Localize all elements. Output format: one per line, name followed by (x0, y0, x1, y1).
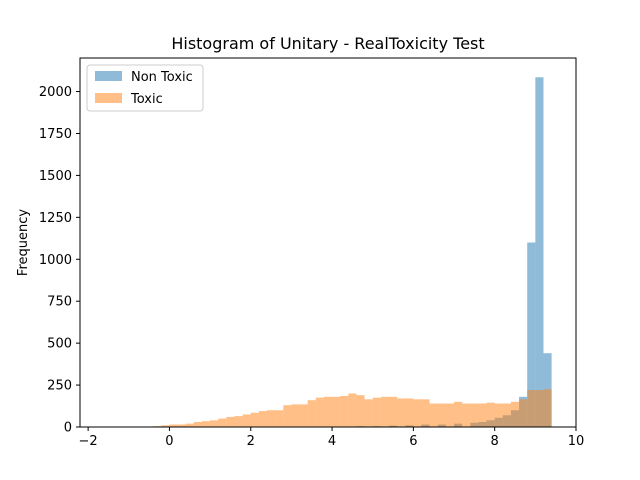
y-tick-label: 500 (47, 337, 72, 352)
bar-toxic-28 (372, 397, 381, 427)
x-tick-label: 0 (165, 434, 173, 449)
bar-toxic-49 (543, 389, 552, 427)
y-tick-label: 750 (47, 295, 72, 310)
y-tick-label: 1750 (39, 127, 72, 142)
plot-frame (79, 57, 577, 428)
bar-toxic-3 (169, 424, 178, 427)
bar-toxic-13 (250, 412, 259, 427)
legend-label-toxic: Toxic (130, 92, 163, 107)
bar-toxic-25 (348, 393, 357, 427)
x-tick-label: 2 (247, 434, 255, 449)
bar-toxic-24 (340, 395, 349, 427)
bar-toxic-33 (413, 399, 422, 427)
bar-toxic-36 (437, 403, 446, 427)
bar-toxic-32 (405, 398, 414, 427)
y-tick-label: 2000 (39, 85, 72, 100)
bar-toxic-30 (388, 396, 398, 427)
bar-toxic-9 (218, 418, 227, 427)
bar-toxic-35 (429, 403, 438, 427)
y-axis: 0 250 500 750 1000 1250 1500 1750 2000 (39, 85, 80, 436)
bar-toxic-39 (462, 403, 471, 427)
bar-non-toxic-15 (535, 77, 544, 427)
bar-toxic-22 (323, 396, 333, 427)
y-tick-label: 1250 (39, 211, 72, 226)
bar-toxic-4 (177, 424, 186, 427)
legend: Non Toxic Toxic (86, 64, 204, 112)
bar-toxic-26 (356, 395, 365, 427)
bar-toxic-7 (201, 421, 211, 427)
x-tick-label: 8 (491, 434, 499, 449)
chart-title: Histogram of Unitary - RealToxicity Test (171, 34, 484, 53)
bar-toxic-45 (510, 401, 520, 427)
bar-toxic-41 (478, 403, 487, 427)
bar-toxic-21 (315, 397, 324, 427)
y-tick-label: 0 (64, 421, 72, 436)
bar-toxic-44 (502, 403, 511, 427)
bar-toxic-20 (307, 400, 316, 427)
bar-toxic-2 (161, 425, 170, 427)
y-tick-label: 250 (47, 379, 72, 394)
bar-toxic-19 (299, 404, 308, 427)
y-tick-label: 1500 (39, 169, 72, 184)
x-tick-label: 4 (328, 434, 336, 449)
bar-toxic-8 (210, 420, 219, 427)
legend-label-non-toxic: Non Toxic (131, 70, 193, 85)
legend-swatch-non-toxic (95, 71, 122, 81)
bar-toxic-12 (242, 414, 251, 427)
x-tick-label: 10 (568, 434, 585, 449)
bar-toxic-48 (535, 390, 544, 427)
bar-toxic-43 (494, 403, 503, 427)
bar-toxic-6 (193, 421, 202, 427)
bar-toxic-10 (226, 416, 235, 427)
bar-toxic-15 (267, 410, 276, 427)
bar-toxic-47 (527, 390, 536, 427)
legend-swatch-toxic (95, 93, 122, 103)
bar-toxic-42 (486, 402, 495, 427)
bar-toxic-23 (332, 396, 341, 427)
bar-toxic-46 (519, 399, 528, 427)
bar-toxic-34 (421, 399, 430, 427)
x-axis: −2 0 2 4 6 8 10 (79, 427, 585, 449)
y-axis-label: Frequency (16, 209, 31, 276)
bar-toxic-11 (234, 416, 243, 427)
x-tick-label: −2 (79, 434, 98, 449)
bar-toxic-37 (445, 403, 455, 427)
bar-toxic-29 (380, 396, 389, 427)
bar-toxic-16 (275, 410, 284, 427)
bar-toxic-17 (283, 405, 292, 427)
bar-toxic-18 (291, 404, 300, 427)
bar-toxic-31 (397, 398, 406, 427)
y-tick-label: 1000 (39, 253, 72, 268)
bar-toxic-5 (185, 423, 194, 427)
bar-toxic-27 (364, 399, 373, 427)
bar-non-toxic-14 (527, 242, 536, 427)
bar-toxic-40 (470, 403, 479, 427)
bar-toxic-14 (258, 411, 268, 427)
x-tick-label: 6 (409, 434, 417, 449)
bars-layer (145, 77, 552, 427)
bar-toxic-38 (454, 401, 463, 427)
